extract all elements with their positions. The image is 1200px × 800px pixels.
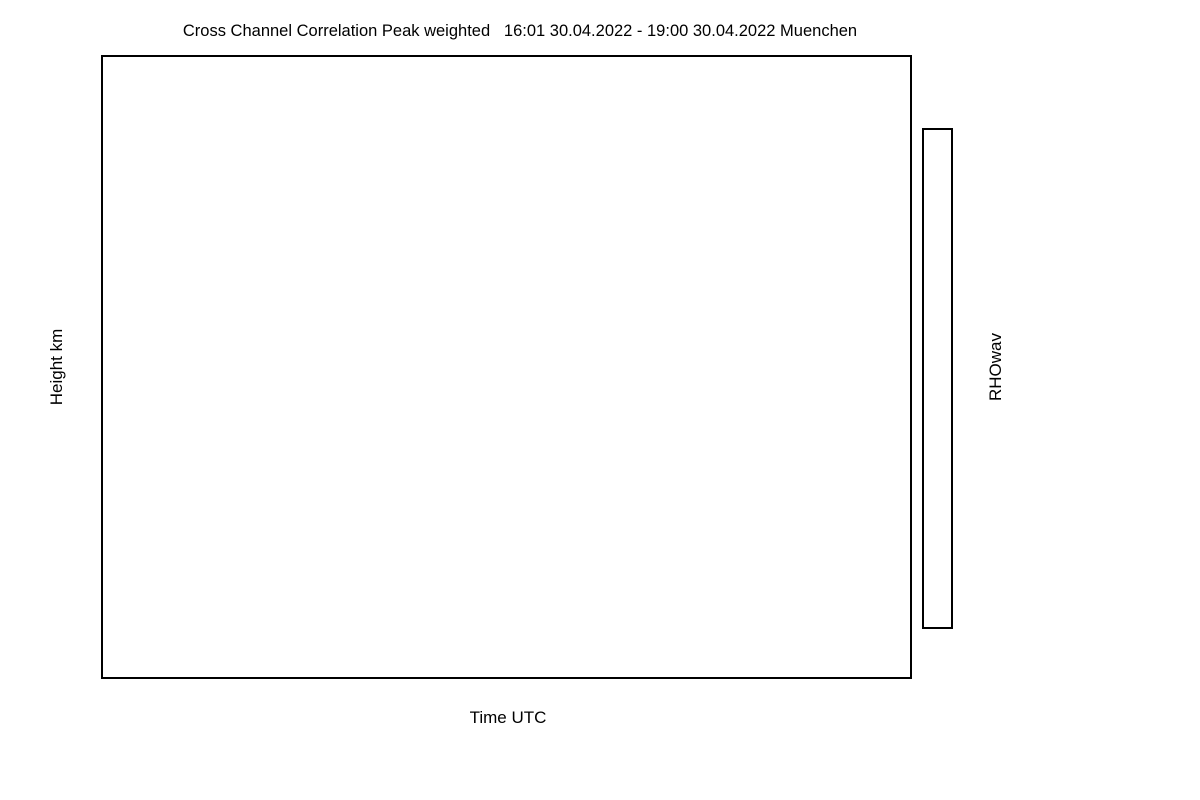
- colorbar-label: RHOwav: [986, 332, 1005, 402]
- plot-area: [101, 55, 912, 679]
- colorbar-canvas: [924, 130, 951, 627]
- y-axis-label: Height km: [47, 328, 66, 406]
- chart-title: Cross Channel Correlation Peak weighted …: [182, 22, 858, 40]
- heatmap-canvas: [103, 57, 910, 677]
- x-axis-label: Time UTC: [469, 708, 547, 727]
- colorbar: [922, 128, 953, 629]
